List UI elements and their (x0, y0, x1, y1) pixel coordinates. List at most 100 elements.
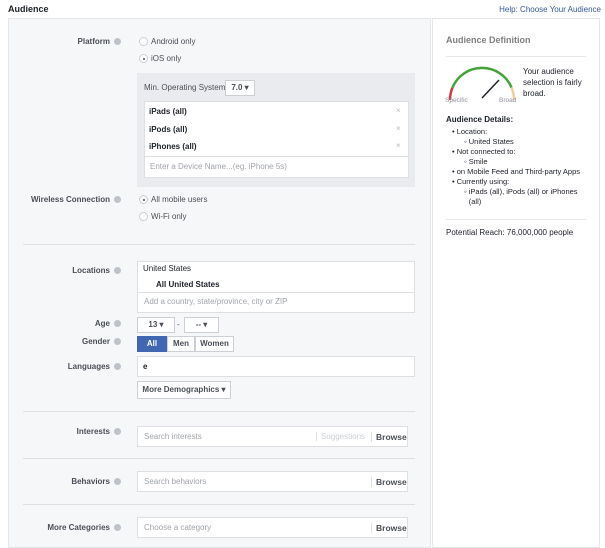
audience-gauge (448, 66, 516, 101)
detail-sub: Smile (468, 157, 488, 166)
detail-text: on Mobile Feed and Third-party Apps (456, 167, 580, 176)
gauge-green-arc (451, 66, 513, 88)
detail-item: • Currently using: ◦ iPads (all), iPods (… (452, 177, 592, 207)
gender-label-text: Gender (81, 337, 110, 346)
device-list (144, 101, 409, 178)
more-demographics-button[interactable]: More Demographics ▾ (137, 381, 231, 399)
divider (446, 56, 586, 57)
detail-text: Not connected to: (456, 147, 516, 156)
gender-men-button[interactable]: Men (167, 336, 195, 352)
behaviors-label-text: Behaviors (71, 477, 110, 486)
detail-item: • on Mobile Feed and Third-party Apps (452, 167, 580, 176)
gauge-broad-label: Broad (499, 97, 517, 104)
detail-text: Currently using: (456, 177, 510, 186)
more-categories-placeholder: Choose a category (144, 523, 212, 532)
min-os-label: Min. Operating System: (144, 83, 228, 92)
more-categories-label-text: More Categories (47, 523, 110, 532)
languages-value: e (143, 362, 148, 371)
device-item: iPods (all) (149, 125, 188, 134)
platform-label-text: Platform (77, 37, 110, 46)
min-os-value: 7.0 (231, 83, 243, 92)
gender-label: Gender (82, 337, 121, 346)
wireless-label-text: Wireless Connection (30, 195, 110, 204)
info-icon[interactable] (114, 428, 121, 435)
audience-summary: Your audience selection is fairly broad. (523, 67, 582, 98)
divider (23, 458, 415, 459)
behaviors-input[interactable] (137, 471, 408, 492)
interests-placeholder: Search interests (144, 432, 202, 441)
info-icon[interactable] (114, 338, 121, 345)
languages-label-text: Languages (67, 362, 110, 371)
detail-item: • Location: ◦ United States (452, 127, 514, 146)
gender-all-button[interactable]: All (137, 336, 167, 352)
device-item: iPhones (all) (149, 142, 197, 151)
locations-label: Locations (72, 266, 121, 275)
gauge-needle (481, 79, 500, 99)
age-max-value: -- (195, 320, 202, 329)
min-os-dropdown[interactable]: 7.0 ▾ (225, 80, 255, 96)
info-icon[interactable] (114, 320, 121, 327)
detail-sub: United States (468, 137, 514, 146)
details-list: • Location: ◦ United States • Not connect… (452, 127, 592, 207)
more-categories-input[interactable] (137, 517, 408, 538)
interests-label-text: Interests (76, 427, 110, 436)
age-min-value: 13 (148, 320, 158, 329)
device-input[interactable]: Enter a Device Name...(eg. iPhone 5s) (150, 162, 287, 171)
potential-reach: Potential Reach: 76,000,000 people (446, 228, 574, 237)
radio-android[interactable] (139, 37, 148, 46)
interests-input[interactable] (137, 426, 408, 447)
more-demographics-label: More Demographics (142, 385, 220, 394)
radio-ios[interactable] (139, 54, 148, 63)
definition-title: Audience Definition (446, 35, 531, 45)
info-icon[interactable] (114, 524, 121, 531)
suggestions-button[interactable]: Suggestions (316, 432, 365, 441)
detail-item: • Not connected to: ◦ Smile (452, 147, 516, 166)
help-link[interactable]: Help: Choose Your Audience (499, 5, 601, 14)
audience-definition-panel (432, 18, 600, 548)
gender-women-button[interactable]: Women (195, 336, 234, 352)
radio-all-mobile[interactable] (139, 195, 148, 204)
location-country: United States (143, 264, 192, 273)
info-icon[interactable] (114, 196, 121, 203)
age-label: Age (95, 319, 121, 328)
option-all-mobile[interactable]: All mobile users (151, 195, 208, 204)
locations-label-text: Locations (72, 266, 110, 275)
radio-wifi[interactable] (139, 212, 148, 221)
age-label-text: Age (94, 319, 110, 328)
option-wifi[interactable]: Wi-Fi only (151, 212, 187, 221)
divider (23, 504, 415, 505)
more-categories-label: More Categories (47, 523, 121, 532)
behaviors-placeholder: Search behaviors (144, 477, 207, 486)
languages-input[interactable] (137, 356, 415, 377)
location-input[interactable]: Add a country, state/province, city or Z… (144, 297, 288, 306)
option-android[interactable]: Android only (151, 37, 196, 46)
age-min-dropdown[interactable]: 13 ▾ (137, 317, 175, 333)
info-icon[interactable] (114, 267, 121, 274)
option-ios[interactable]: iOS only (151, 54, 182, 63)
info-icon[interactable] (114, 363, 121, 370)
more-categories-browse-button[interactable]: Browse (371, 523, 601, 533)
divider (446, 219, 586, 220)
info-icon[interactable] (114, 478, 121, 485)
divider (144, 156, 409, 157)
interests-label: Interests (77, 427, 121, 436)
locations-box (137, 261, 415, 313)
remove-icon[interactable]: × (396, 124, 401, 133)
detail-text: Location: (456, 127, 488, 136)
device-item: iPads (all) (149, 107, 187, 116)
gauge-tan-arc (510, 87, 516, 101)
age-max-dropdown[interactable]: -- ▾ (184, 317, 219, 333)
location-region: All United States (156, 280, 220, 289)
platform-label: Platform (78, 37, 121, 46)
wireless-label: Wireless Connection (31, 195, 121, 204)
remove-icon[interactable]: × (396, 106, 401, 115)
section-title: Audience (8, 4, 49, 14)
info-icon[interactable] (114, 38, 121, 45)
age-separator: - (177, 320, 180, 329)
remove-icon[interactable]: × (396, 141, 401, 150)
behaviors-browse-button[interactable]: Browse (371, 477, 601, 487)
divider (137, 292, 415, 293)
detail-sub: iPads (all), iPods (all) or iPhones (all… (468, 187, 578, 206)
interests-browse-button[interactable]: Browse (371, 432, 601, 442)
divider (23, 411, 415, 412)
